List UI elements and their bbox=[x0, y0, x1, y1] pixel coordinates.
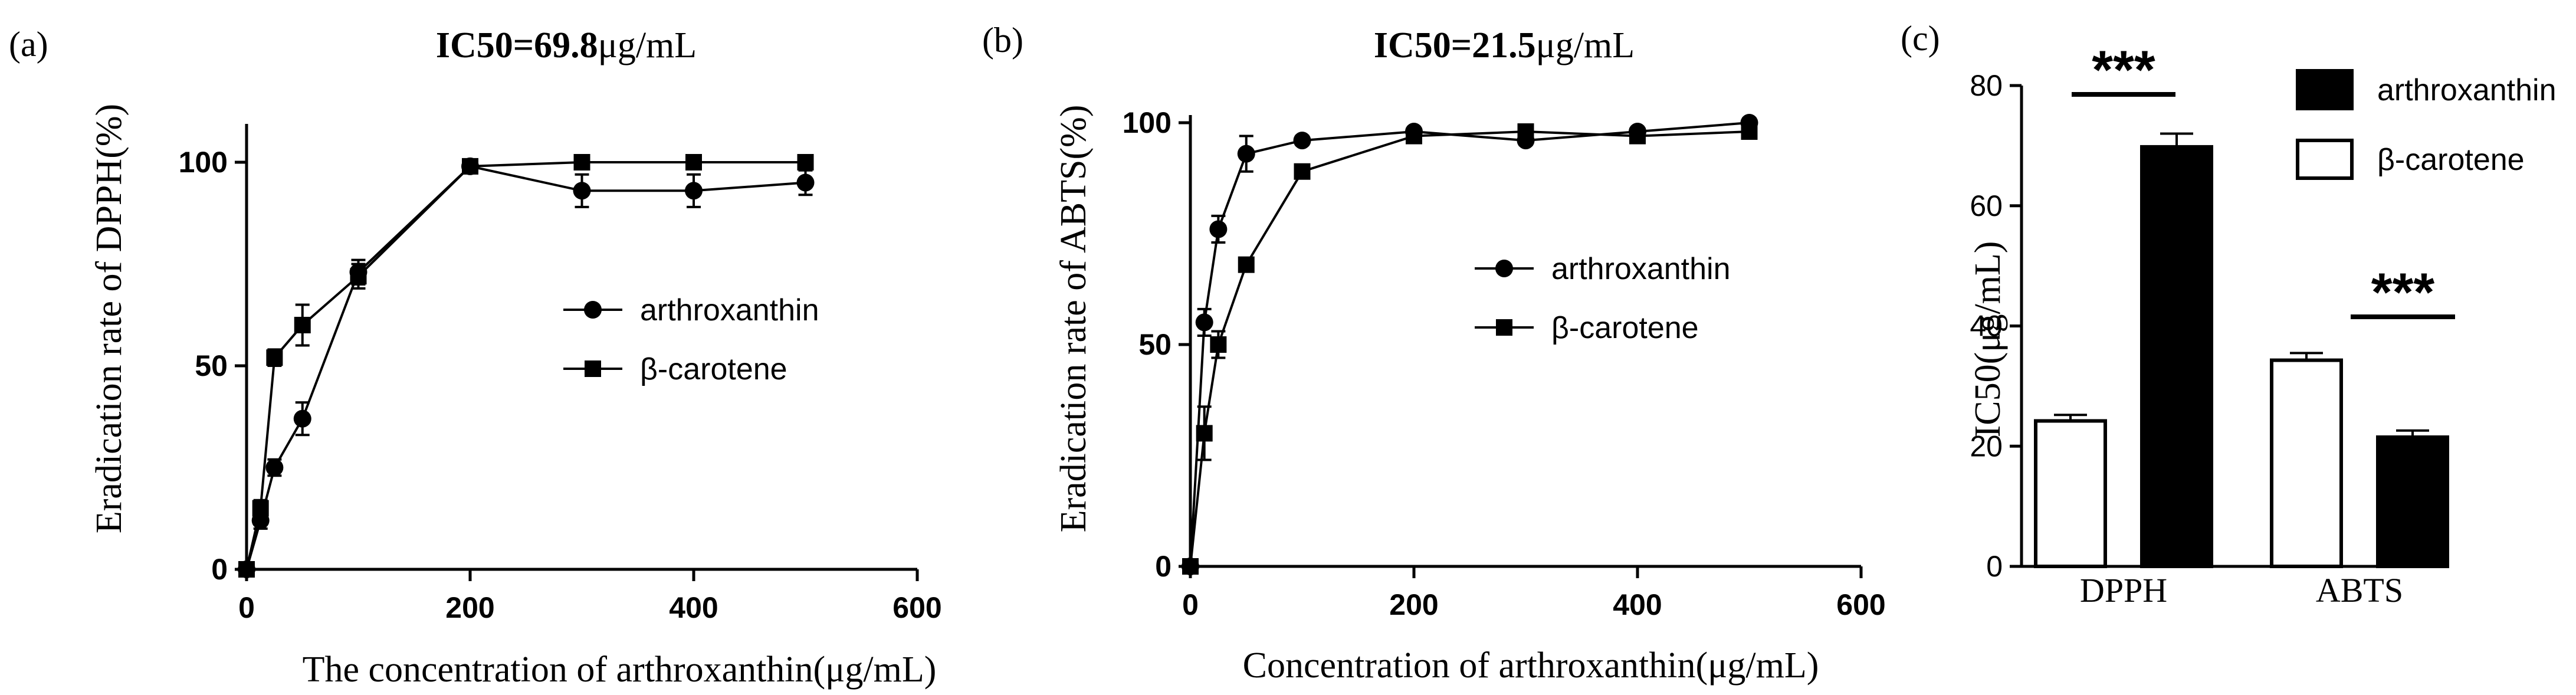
panel-c-bars: DPPH ABTS bbox=[2034, 132, 2449, 609]
panel-b-series bbox=[1182, 114, 1758, 575]
bar-dpph-arthroxanthin bbox=[2140, 145, 2213, 569]
data-point-circle bbox=[796, 173, 815, 192]
panel-a-title-value: IC50=69.8 bbox=[436, 25, 598, 65]
legend-marker-square bbox=[1496, 319, 1512, 336]
legend-label: arthroxanthin bbox=[2377, 73, 2557, 107]
x-category-label: DPPH bbox=[2080, 571, 2167, 609]
panel-b-title-unit: μg/mL bbox=[1536, 25, 1635, 65]
legend-label: arthroxanthin bbox=[640, 293, 819, 327]
data-point-square bbox=[1517, 123, 1534, 140]
y-tick-label: 50 bbox=[1138, 328, 1171, 361]
legend-marker-circle bbox=[1495, 260, 1513, 277]
data-point-square bbox=[685, 154, 702, 171]
data-point-square bbox=[1741, 123, 1758, 140]
data-point-square bbox=[238, 561, 255, 578]
panel-c-significance: *** *** bbox=[2072, 40, 2455, 323]
legend-label: β-carotene bbox=[1551, 311, 1699, 345]
data-point-circle bbox=[265, 458, 284, 477]
data-point-circle bbox=[293, 409, 311, 428]
data-point-square bbox=[1238, 256, 1255, 273]
x-tick-label: 200 bbox=[1389, 588, 1438, 621]
panel-b-title-value: IC50=21.5 bbox=[1374, 25, 1536, 65]
panel-a-ticks: 0 200 400 600 0 50 100 bbox=[179, 146, 942, 624]
panel-c-ticks: 0 20 40 60 80 bbox=[1970, 69, 2022, 583]
x-tick-label: 600 bbox=[1836, 588, 1885, 621]
panel-a-legend: arthroxanthin β-carotene bbox=[563, 293, 819, 386]
x-category-label: ABTS bbox=[2316, 571, 2403, 609]
data-point-circle bbox=[685, 182, 703, 200]
data-point-square bbox=[1196, 425, 1213, 442]
data-point-square bbox=[462, 158, 478, 175]
x-tick-label: 400 bbox=[669, 591, 718, 624]
bar-abts-beta-carotene bbox=[2270, 358, 2343, 568]
data-point-circle bbox=[1293, 132, 1311, 150]
data-point-circle bbox=[1237, 145, 1255, 163]
panel-b-ticks: 0 200 400 600 0 50 100 bbox=[1123, 106, 1886, 621]
x-tick-label: 600 bbox=[892, 591, 941, 624]
legend-swatch bbox=[2296, 69, 2354, 110]
legend-marker-circle bbox=[584, 301, 602, 319]
panel-b-title: IC50=21.5μg/mL bbox=[1374, 25, 1635, 65]
y-tick-label: 60 bbox=[1970, 189, 2003, 222]
data-point-square bbox=[294, 317, 311, 333]
x-tick-label: 0 bbox=[1182, 588, 1199, 621]
data-point-square bbox=[1629, 127, 1646, 145]
panel-c-y-axis-label: IC50(μg/mL) bbox=[1968, 241, 2008, 438]
y-tick-label: 0 bbox=[211, 553, 228, 586]
data-point-circle bbox=[1195, 313, 1213, 332]
panel-a-series bbox=[238, 154, 815, 578]
data-point-square bbox=[1406, 127, 1422, 145]
panel-a-title: IC50=69.8μg/mL bbox=[436, 25, 697, 65]
panel-a-title-unit: μg/mL bbox=[598, 25, 697, 65]
data-point-square bbox=[266, 349, 283, 366]
data-point-square bbox=[1294, 163, 1311, 180]
data-point-square bbox=[573, 154, 590, 171]
panel-b-legend: arthroxanthin β-carotene bbox=[1475, 252, 1731, 345]
data-point-circle bbox=[1209, 220, 1228, 238]
panel-c-label: (c) bbox=[1901, 19, 1940, 58]
bar-abts-arthroxanthin bbox=[2376, 435, 2449, 568]
y-tick-label: 100 bbox=[179, 146, 228, 179]
x-tick-label: 0 bbox=[238, 591, 255, 624]
panel-a-dpph: (a) IC50=69.8μg/mL Eradication rate of D… bbox=[9, 25, 942, 690]
significance-stars: *** bbox=[2092, 40, 2155, 100]
panel-b-y-axis-label: Eradication rate of ABTS(%) bbox=[1054, 105, 1094, 533]
data-point-circle bbox=[573, 182, 591, 200]
data-point-square bbox=[1210, 336, 1227, 353]
data-point-square bbox=[252, 500, 269, 517]
legend-label: arthroxanthin bbox=[1551, 252, 1731, 286]
y-tick-label: 0 bbox=[1986, 550, 2003, 583]
legend-marker-square bbox=[585, 360, 601, 377]
y-tick-label: 100 bbox=[1123, 106, 1171, 139]
data-point-square bbox=[797, 154, 814, 171]
panel-a-x-axis-label: The concentration of arthroxanthin(μg/mL… bbox=[303, 650, 937, 690]
legend-swatch bbox=[2296, 139, 2354, 180]
x-tick-label: 400 bbox=[1613, 588, 1662, 621]
panel-a-y-axis-label: Eradication rate of DPPH(%) bbox=[89, 104, 129, 533]
y-tick-label: 0 bbox=[1155, 550, 1171, 583]
panel-c-legend: arthroxanthin β-carotene bbox=[2296, 69, 2557, 180]
y-tick-label: 20 bbox=[1970, 430, 2003, 463]
y-tick-label: 50 bbox=[195, 349, 228, 382]
x-tick-label: 200 bbox=[445, 591, 494, 624]
panel-a-label: (a) bbox=[9, 25, 48, 64]
bar-dpph-beta-carotene bbox=[2034, 419, 2107, 569]
data-point-square bbox=[1182, 558, 1199, 575]
panel-b-label: (b) bbox=[982, 21, 1023, 60]
series-line-1 bbox=[1189, 130, 1750, 567]
legend-label: β-carotene bbox=[2377, 143, 2525, 177]
panel-b-x-axis-label: Concentration of arthroxanthin(μg/mL) bbox=[1243, 645, 1819, 686]
significance-stars: *** bbox=[2371, 263, 2435, 323]
legend-label: β-carotene bbox=[640, 352, 787, 386]
data-point-square bbox=[350, 268, 367, 285]
panel-b-abts: (b) IC50=21.5μg/mL Eradication rate of A… bbox=[982, 21, 1886, 686]
y-tick-label: 40 bbox=[1970, 310, 2003, 343]
y-tick-label: 80 bbox=[1970, 69, 2003, 102]
